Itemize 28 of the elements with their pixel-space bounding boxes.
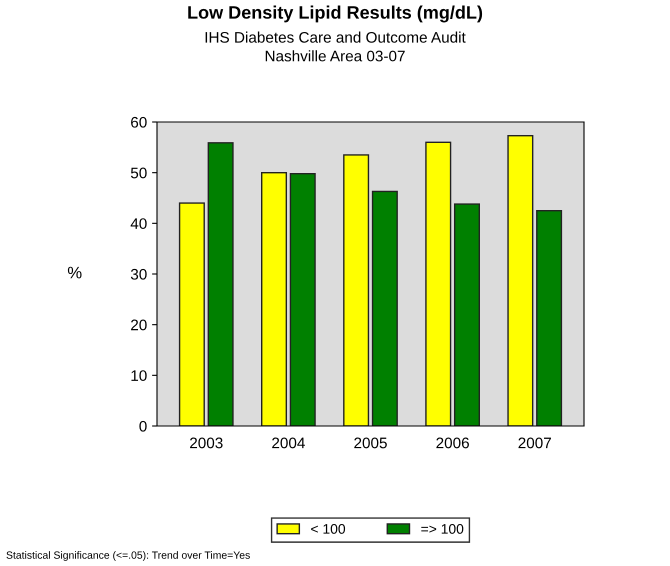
bar bbox=[178, 202, 205, 426]
x-tick-label: 2005 bbox=[354, 438, 387, 448]
y-tick-label: 50 bbox=[130, 168, 147, 178]
bar bbox=[425, 142, 452, 426]
y-tick-label: 30 bbox=[130, 268, 147, 280]
text: Statistical Significance (<=.05): Trend over Time=Yes bbox=[6, 551, 250, 561]
y-tick-label: 0 bbox=[139, 420, 147, 432]
bar bbox=[507, 134, 534, 426]
chart-subtitle: IHS Diabetes Care and Outcome Audit Nashville Area 03-07 bbox=[206, 32, 466, 62]
bar bbox=[261, 172, 288, 426]
y-tick-label: 10 bbox=[131, 370, 147, 382]
x-tick-label: 2004 bbox=[272, 438, 305, 448]
bar bbox=[208, 142, 234, 426]
y-axis-title: % bbox=[68, 266, 82, 278]
bar bbox=[536, 210, 562, 426]
legend-label: => 100 bbox=[421, 524, 464, 534]
x-tick-label: 2003 bbox=[190, 438, 223, 448]
x-tick-label: 2007 bbox=[518, 438, 551, 448]
y-tick-label: 20 bbox=[131, 320, 147, 330]
x-tick-label: 2006 bbox=[436, 438, 469, 448]
bar bbox=[372, 190, 398, 426]
chart-title: Low Density Lipid Results (mg/dL) bbox=[188, 6, 482, 22]
bar bbox=[454, 203, 480, 426]
bar bbox=[343, 154, 370, 426]
y-tick-label: 40 bbox=[130, 218, 147, 230]
y-tick-label: 60 bbox=[131, 116, 147, 128]
bar bbox=[290, 172, 316, 426]
legend-label: < 100 bbox=[311, 524, 346, 534]
